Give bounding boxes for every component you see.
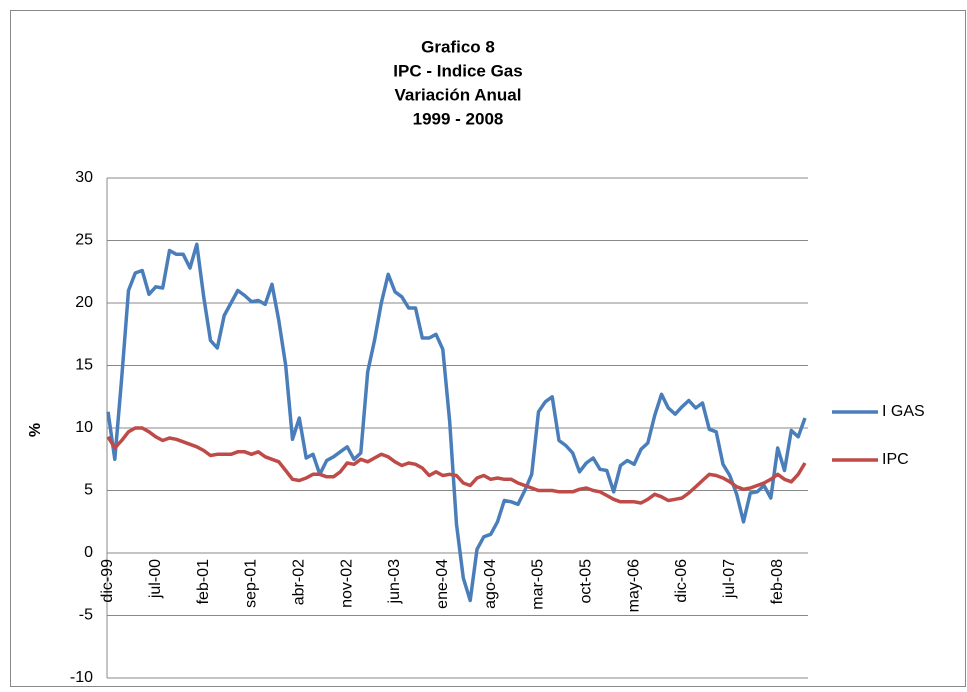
x-tick-label: dic-99 bbox=[99, 559, 116, 603]
legend-label: IPC bbox=[882, 451, 909, 468]
y-tick-label: 5 bbox=[84, 482, 93, 499]
y-tick-label: 20 bbox=[75, 294, 93, 311]
x-tick-label: jul-00 bbox=[147, 559, 164, 599]
y-tick-label: 25 bbox=[75, 232, 93, 249]
legend-label: I GAS bbox=[882, 403, 925, 420]
y-tick-label: -5 bbox=[79, 607, 93, 624]
x-tick-label: jul-07 bbox=[721, 559, 738, 599]
y-axis-label: % bbox=[27, 423, 44, 437]
chart-title: 1999 - 2008 bbox=[413, 109, 504, 128]
y-tick-label: 15 bbox=[75, 357, 93, 374]
chart-title: IPC - Indice Gas bbox=[393, 61, 522, 80]
y-tick-label: 0 bbox=[84, 544, 93, 561]
x-tick-label: may-06 bbox=[625, 559, 642, 612]
x-tick-label: dic-06 bbox=[673, 559, 690, 603]
x-tick-label: jun-03 bbox=[386, 559, 403, 605]
x-tick-label: nov-02 bbox=[338, 559, 355, 608]
x-tick-label: abr-02 bbox=[291, 559, 308, 605]
x-tick-label: sep-01 bbox=[243, 559, 260, 608]
x-tick-label: feb-01 bbox=[195, 559, 212, 604]
x-tick-label: oct-05 bbox=[578, 559, 595, 604]
x-tick-label: ene-04 bbox=[434, 559, 451, 609]
x-tick-label: ago-04 bbox=[482, 559, 499, 609]
x-tick-label: feb-08 bbox=[769, 559, 786, 604]
line-series bbox=[106, 242, 807, 603]
y-tick-label: -10 bbox=[70, 669, 93, 686]
x-tick-label: mar-05 bbox=[530, 559, 547, 610]
chart-title: Grafico 8 bbox=[421, 37, 495, 56]
line-series bbox=[106, 426, 807, 505]
chart-title: Variación Anual bbox=[395, 85, 522, 104]
y-tick-label: 30 bbox=[75, 169, 93, 186]
y-tick-label: 10 bbox=[75, 419, 93, 436]
